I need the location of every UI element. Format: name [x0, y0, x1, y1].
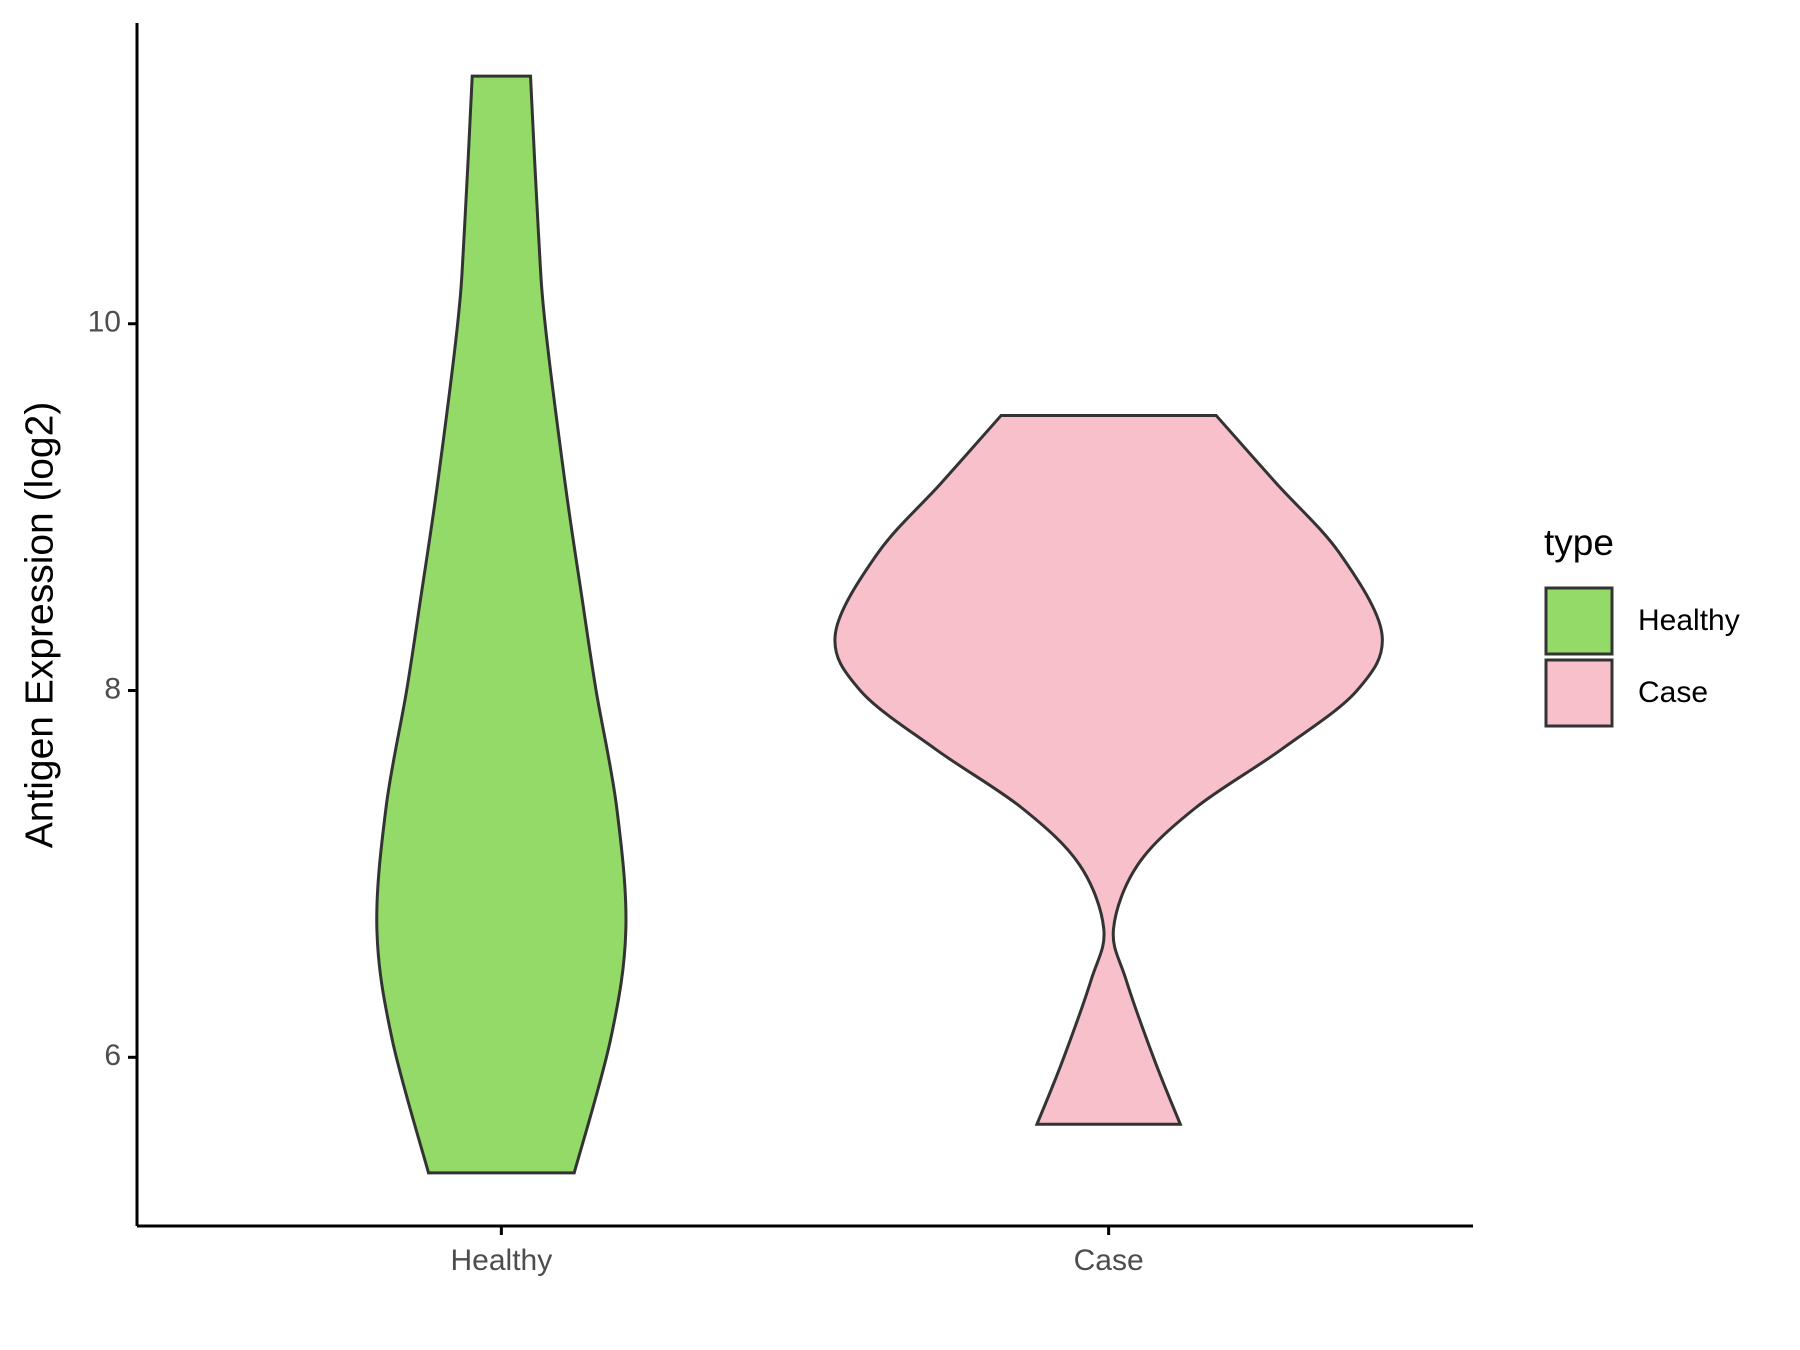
y-tick-label: 10 — [88, 306, 121, 339]
y-axis-title: Antigen Expression (log2) — [18, 402, 61, 849]
legend-label: Case — [1638, 676, 1708, 709]
violin — [833, 413, 1384, 1126]
violin — [375, 74, 628, 1175]
legend-label: Healthy — [1638, 604, 1740, 637]
x-tick-label: Case — [1074, 1244, 1144, 1277]
legend-key — [1544, 658, 1614, 728]
legend-key — [1544, 586, 1614, 656]
legend-title: type — [1544, 522, 1614, 563]
y-tick-label: 6 — [104, 1039, 121, 1072]
y-tick-label: 8 — [104, 672, 121, 705]
x-tick-label: Healthy — [451, 1244, 553, 1277]
